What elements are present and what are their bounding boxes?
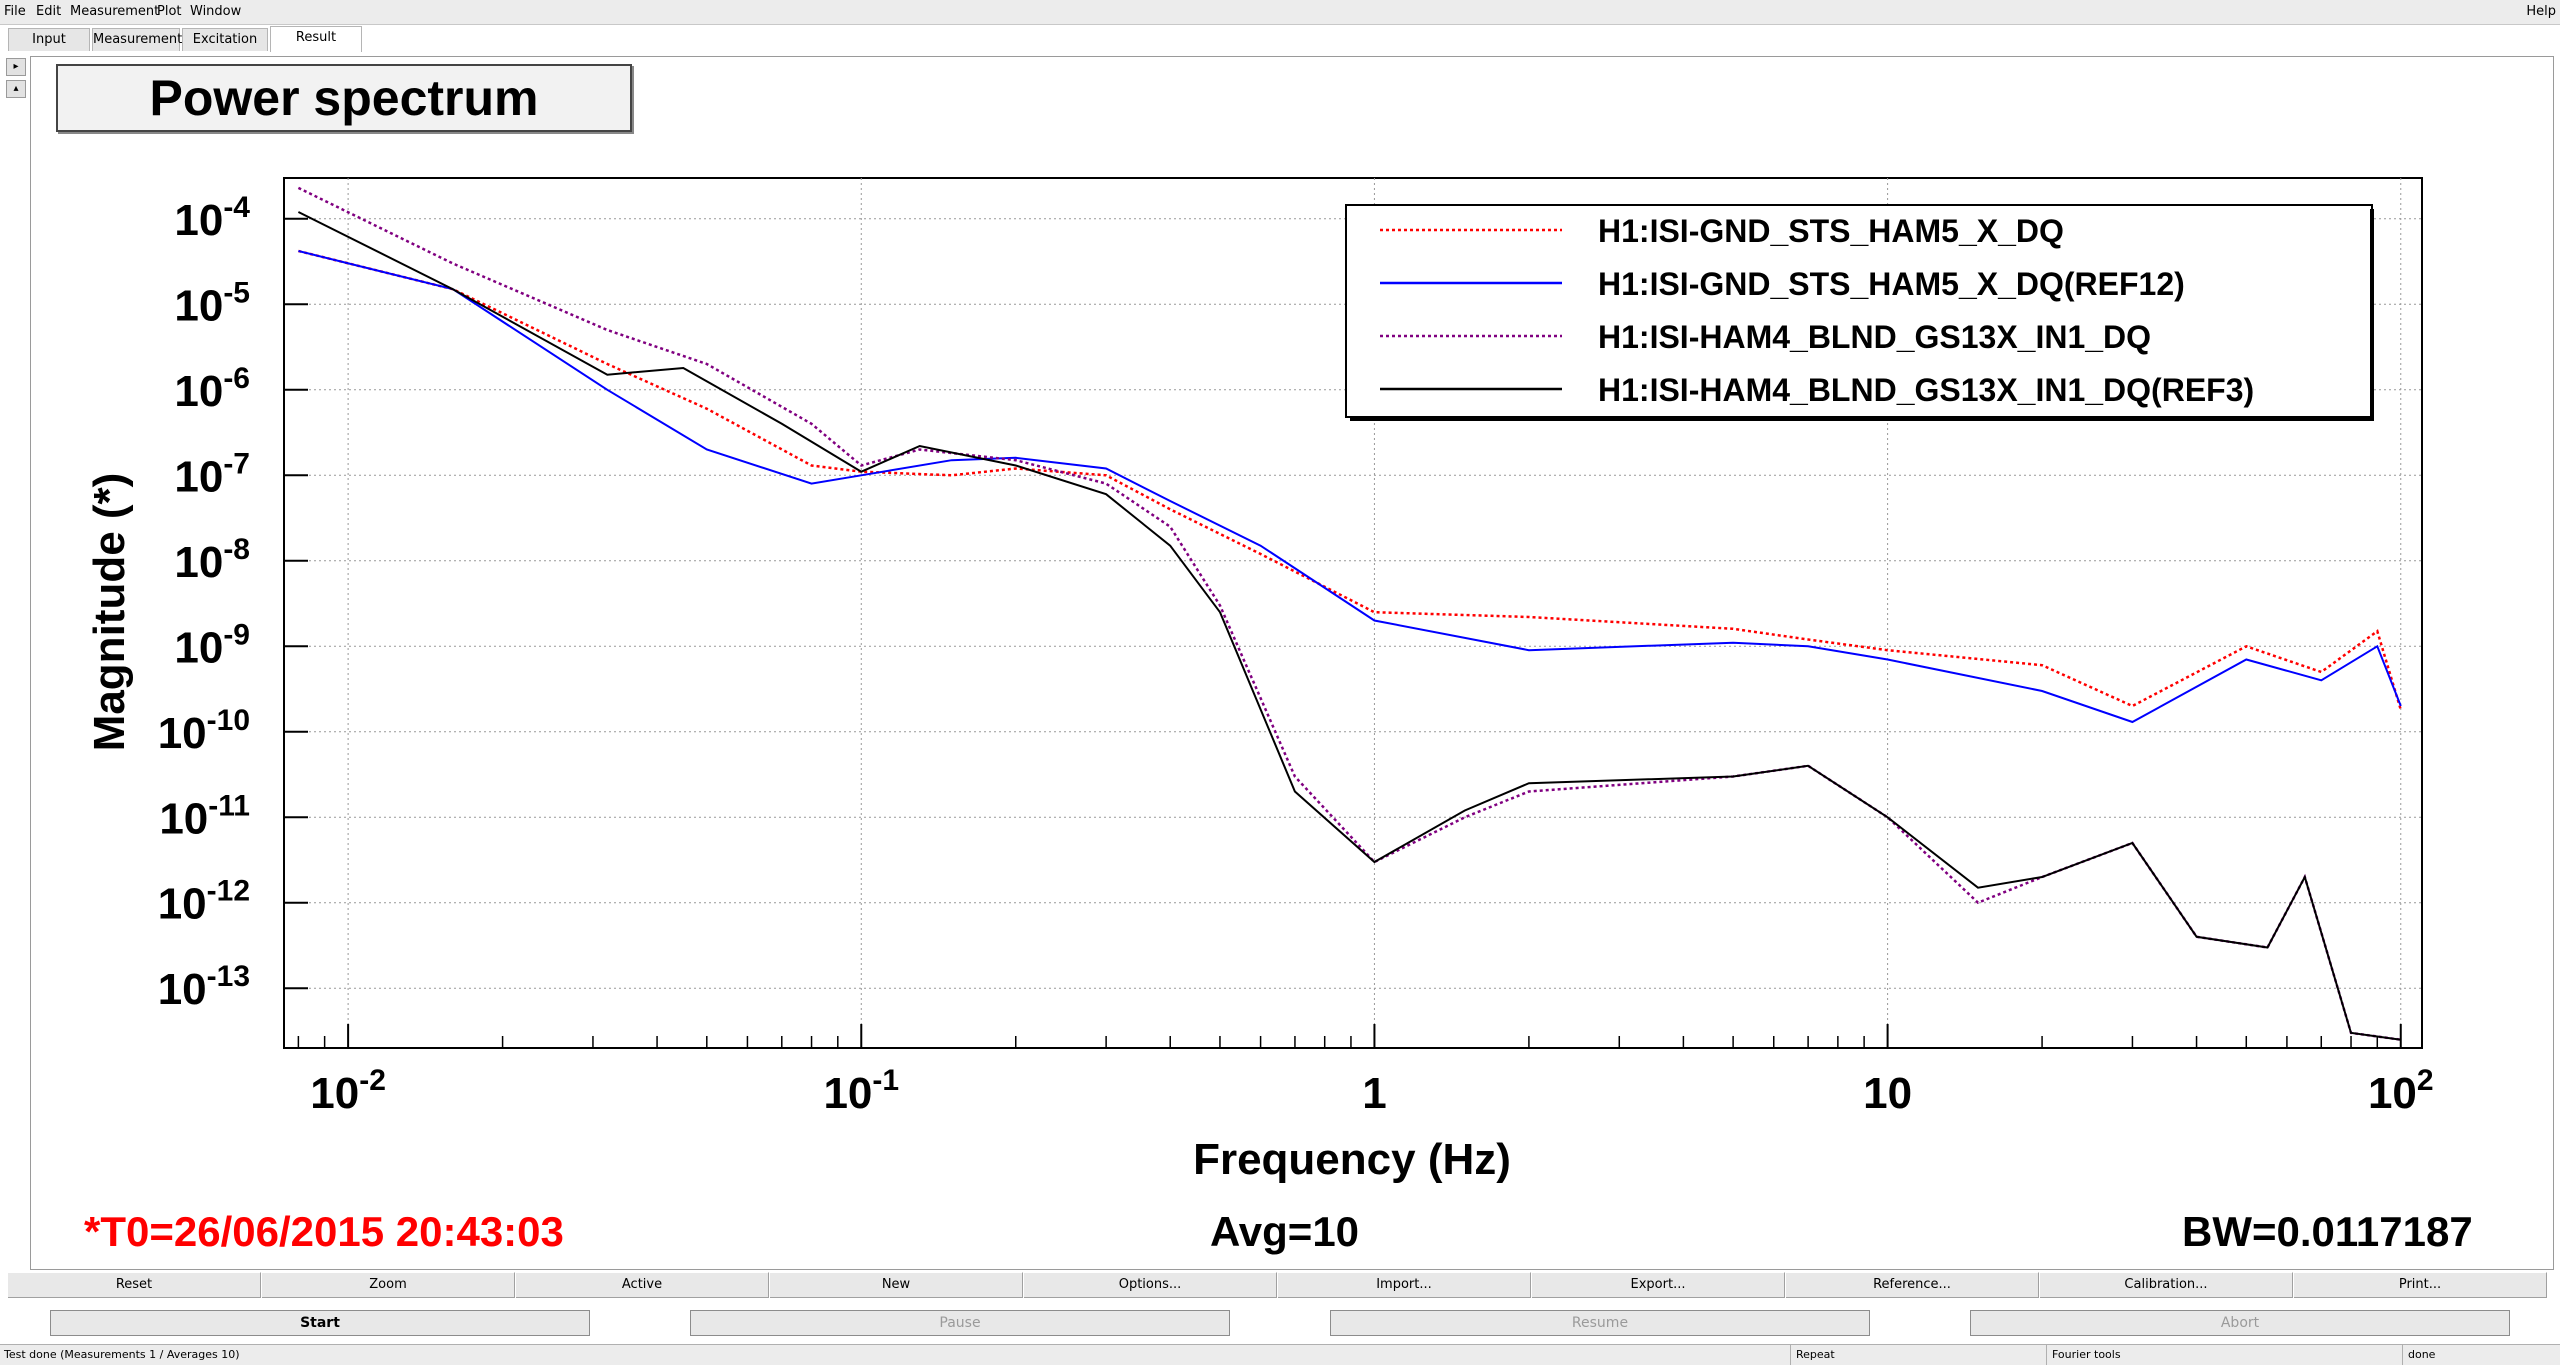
x-axis-label: Frequency (Hz)	[1193, 1135, 1511, 1184]
status-state: done	[2408, 1348, 2436, 1361]
y-tick-label: 10-13	[158, 960, 250, 1014]
resume-button[interactable]: Resume	[1330, 1310, 1870, 1336]
plot-toolbar: Reset Zoom Active New Options... Import.…	[0, 1272, 2560, 1298]
menu-edit[interactable]: Edit	[36, 4, 62, 19]
avg-label: Avg=10	[1210, 1208, 1360, 1255]
t0-label: *T0=26/06/2015 20:43:03	[84, 1208, 564, 1255]
active-button[interactable]: Active	[516, 1272, 769, 1298]
menubar: File Edit Measurement Plot Window Help	[0, 0, 2560, 25]
y-tick-label: 10-8	[174, 533, 250, 587]
menu-measurement[interactable]: Measurement	[70, 4, 160, 19]
menu-window[interactable]: Window	[190, 4, 242, 19]
tab-measurement[interactable]: Measurement	[92, 28, 182, 51]
import-button[interactable]: Import...	[1278, 1272, 1531, 1298]
legend-label-1: H1:ISI-GND_STS_HAM5_X_DQ	[1598, 213, 2064, 249]
series-line-1	[298, 249, 2402, 711]
y-tick-label: 10-12	[158, 875, 250, 929]
x-tick-label: 102	[2368, 1064, 2434, 1118]
x-axis: 10-2 10-1 1 10 102	[297, 1024, 2434, 1118]
pad-arrows: ▸ ▴	[6, 58, 26, 102]
y-tick-label: 10-10	[158, 704, 250, 758]
grid	[284, 178, 2422, 1048]
start-button[interactable]: Start	[50, 1310, 590, 1336]
y-tick-label: 10-9	[174, 618, 250, 672]
arrow-up-icon[interactable]: ▴	[6, 80, 26, 98]
zoom-button[interactable]: Zoom	[262, 1272, 515, 1298]
series-line-3	[297, 186, 2401, 1041]
y-tick-label: 10-5	[174, 276, 250, 330]
x-tick-label: 1	[1362, 1069, 1386, 1118]
print-button[interactable]: Print...	[2294, 1272, 2547, 1298]
tab-result[interactable]: Result	[270, 26, 362, 52]
x-tick-label: 10-2	[310, 1064, 386, 1118]
x-tick-label: 10-1	[823, 1064, 899, 1118]
series-line-2	[298, 250, 2402, 724]
pause-button[interactable]: Pause	[690, 1310, 1230, 1336]
y-axis-label: Magnitude (*)	[85, 473, 134, 752]
status-message: Test done (Measurements 1 / Averages 10)	[0, 1345, 1791, 1365]
legend-label-3: H1:ISI-HAM4_BLND_GS13X_IN1_DQ	[1598, 319, 2151, 355]
y-tick-label: 10-4	[174, 191, 250, 245]
plot-title-box: Power spectrum	[56, 64, 632, 132]
series-group	[297, 186, 2402, 1041]
legend[interactable]: H1:ISI-GND_STS_HAM5_X_DQ H1:ISI-GND_STS_H…	[1345, 204, 2374, 421]
abort-button[interactable]: Abort	[1970, 1310, 2510, 1336]
menu-plot[interactable]: Plot	[157, 4, 182, 19]
x-tick-label: 10	[1863, 1069, 1912, 1118]
legend-label-2: H1:ISI-GND_STS_HAM5_X_DQ(REF12)	[1598, 266, 2185, 302]
series-line-4	[297, 211, 2401, 1041]
export-button[interactable]: Export...	[1532, 1272, 1785, 1298]
arrow-right-icon[interactable]: ▸	[6, 58, 26, 76]
plot-title: Power spectrum	[149, 70, 539, 126]
y-tick-label: 10-6	[174, 362, 250, 416]
y-axis: 10-4 10-5 10-6 10-7 10-8 10-9 10-10 10-11 10-12 1…	[158, 191, 308, 1014]
run-controls: Start Pause Resume Abort	[0, 1310, 2560, 1336]
new-button[interactable]: New	[770, 1272, 1023, 1298]
calibration-button[interactable]: Calibration...	[2040, 1272, 2293, 1298]
status-tool: Fourier tools	[2048, 1345, 2403, 1365]
status-repeat: Repeat	[1792, 1345, 2047, 1365]
plot-frame	[283, 177, 2423, 1049]
bw-label: BW=0.0117187	[2182, 1208, 2473, 1255]
menu-help[interactable]: Help	[2526, 4, 2556, 19]
y-tick-label: 10-11	[159, 789, 250, 843]
tab-input[interactable]: Input	[8, 28, 90, 51]
reference-button[interactable]: Reference...	[1786, 1272, 2039, 1298]
menu-file[interactable]: File	[4, 4, 26, 19]
status-bar: Test done (Measurements 1 / Averages 10)…	[0, 1344, 2560, 1365]
reset-button[interactable]: Reset	[8, 1272, 261, 1298]
legend-label-4: H1:ISI-HAM4_BLND_GS13X_IN1_DQ(REF3)	[1598, 372, 2254, 408]
options-button[interactable]: Options...	[1024, 1272, 1277, 1298]
y-tick-label: 10-7	[174, 447, 250, 501]
tab-excitation[interactable]: Excitation	[182, 28, 268, 51]
tab-bar: Input Measurement Excitation Result	[0, 26, 2560, 52]
